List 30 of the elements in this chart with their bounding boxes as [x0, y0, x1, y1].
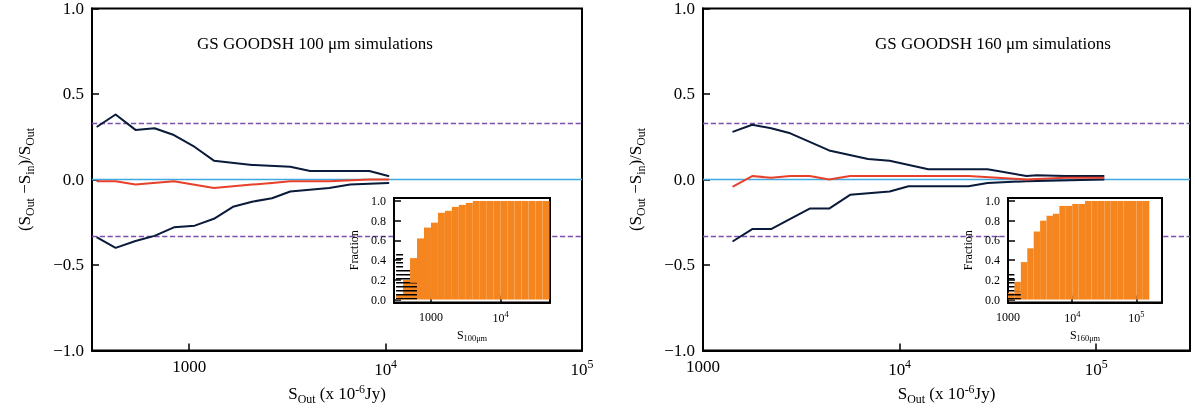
- y-tick-label: 0.0: [673, 169, 695, 189]
- y-tick-label: 1.0: [985, 193, 1000, 208]
- y-tick-label: 0.4: [985, 253, 1000, 268]
- y-tick-label: 0.6: [985, 233, 1000, 248]
- y-tick-label: 0.4: [371, 253, 386, 268]
- y-tick-label: 0.0: [62, 169, 84, 189]
- text: GS GOODSH 100 μm simulations: [197, 34, 433, 53]
- y-tick-label: −1.0: [53, 340, 84, 360]
- y-tick-label: −1.0: [664, 340, 695, 360]
- y-tick-label: 0.5: [62, 84, 84, 104]
- text: GS GOODSH 160 μm simulations: [875, 34, 1111, 53]
- y-tick-label: 0.8: [985, 213, 1000, 228]
- x-tick-label: 1000: [172, 357, 207, 377]
- y-tick-label: 1.0: [62, 0, 84, 18]
- y-tick-label: −0.5: [53, 255, 84, 275]
- y-tick-label: 0.6: [371, 233, 386, 248]
- y-axis-title: Fraction: [961, 230, 976, 271]
- y-tick-label: 0.8: [371, 213, 386, 228]
- y-tick-label: 1.0: [673, 0, 695, 18]
- x-tick-label: 1000: [686, 357, 720, 377]
- x-tick-label: 1000: [996, 309, 1020, 324]
- y-tick-label: 1.0: [371, 193, 386, 208]
- y-tick-label: 0.2: [985, 272, 1000, 287]
- y-tick-label: 0.5: [673, 84, 695, 104]
- y-tick-label: 0.2: [371, 272, 386, 287]
- y-axis-title: Fraction: [347, 230, 362, 271]
- y-tick-label: 0.0: [371, 292, 386, 307]
- y-tick-label: −0.5: [664, 255, 695, 275]
- x-tick-label: 1000: [418, 309, 443, 324]
- y-tick-label: 0.0: [985, 292, 1000, 307]
